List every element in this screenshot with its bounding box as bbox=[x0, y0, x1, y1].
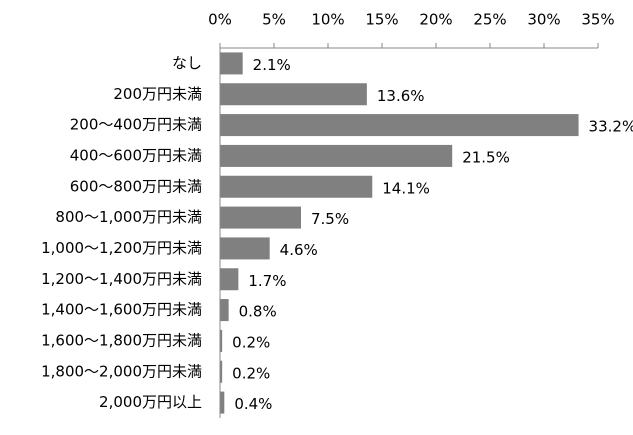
bar bbox=[220, 268, 239, 291]
value-label: 1.7% bbox=[248, 272, 286, 290]
y-tick-label: 1,400〜1,600万円未満 bbox=[41, 301, 202, 319]
value-label: 0.2% bbox=[232, 333, 270, 351]
value-label: 0.8% bbox=[239, 303, 277, 321]
value-label: 14.1% bbox=[382, 179, 430, 197]
x-tick-label: 5% bbox=[262, 11, 286, 29]
bar bbox=[220, 52, 243, 75]
bar bbox=[220, 83, 367, 106]
y-tick-label: 200〜400万円未満 bbox=[70, 116, 202, 134]
y-tick-label: 800〜1,000万円未満 bbox=[55, 208, 202, 226]
x-tick-label: 25% bbox=[473, 11, 506, 29]
value-label: 13.6% bbox=[377, 87, 425, 105]
value-label: 4.6% bbox=[280, 241, 318, 259]
y-tick-label: 200万円未満 bbox=[113, 85, 202, 103]
bar bbox=[220, 360, 223, 383]
y-tick-label: 1,000〜1,200万円未満 bbox=[41, 239, 202, 257]
x-tick-label: 35% bbox=[581, 11, 614, 29]
value-label: 33.2% bbox=[589, 118, 633, 136]
y-tick-label: 2,000万円以上 bbox=[99, 393, 202, 411]
y-tick-label: 1,200〜1,400万円未満 bbox=[41, 270, 202, 288]
x-tick-label: 15% bbox=[365, 11, 398, 29]
value-label: 7.5% bbox=[311, 210, 349, 228]
bar bbox=[220, 391, 225, 414]
bar bbox=[220, 144, 453, 167]
y-tick-label: 600〜800万円未満 bbox=[70, 177, 202, 195]
y-tick-label: なし bbox=[172, 54, 202, 72]
x-tick-label: 30% bbox=[527, 11, 560, 29]
y-tick-label: 1,800〜2,000万円未満 bbox=[41, 362, 202, 380]
value-label: 2.1% bbox=[253, 56, 291, 74]
bar bbox=[220, 299, 229, 322]
bar bbox=[220, 206, 301, 229]
x-tick-label: 10% bbox=[311, 11, 344, 29]
bar bbox=[220, 237, 270, 260]
y-tick-label: 400〜600万円未満 bbox=[70, 146, 202, 164]
value-label: 21.5% bbox=[462, 148, 510, 166]
value-label: 0.2% bbox=[232, 364, 270, 382]
y-tick-label: 1,600〜1,800万円未満 bbox=[41, 331, 202, 349]
value-label: 0.4% bbox=[234, 395, 272, 413]
bar bbox=[220, 175, 373, 198]
bar bbox=[220, 329, 223, 352]
x-tick-label: 0% bbox=[208, 11, 232, 29]
x-tick-label: 20% bbox=[419, 11, 452, 29]
bar bbox=[220, 114, 579, 137]
